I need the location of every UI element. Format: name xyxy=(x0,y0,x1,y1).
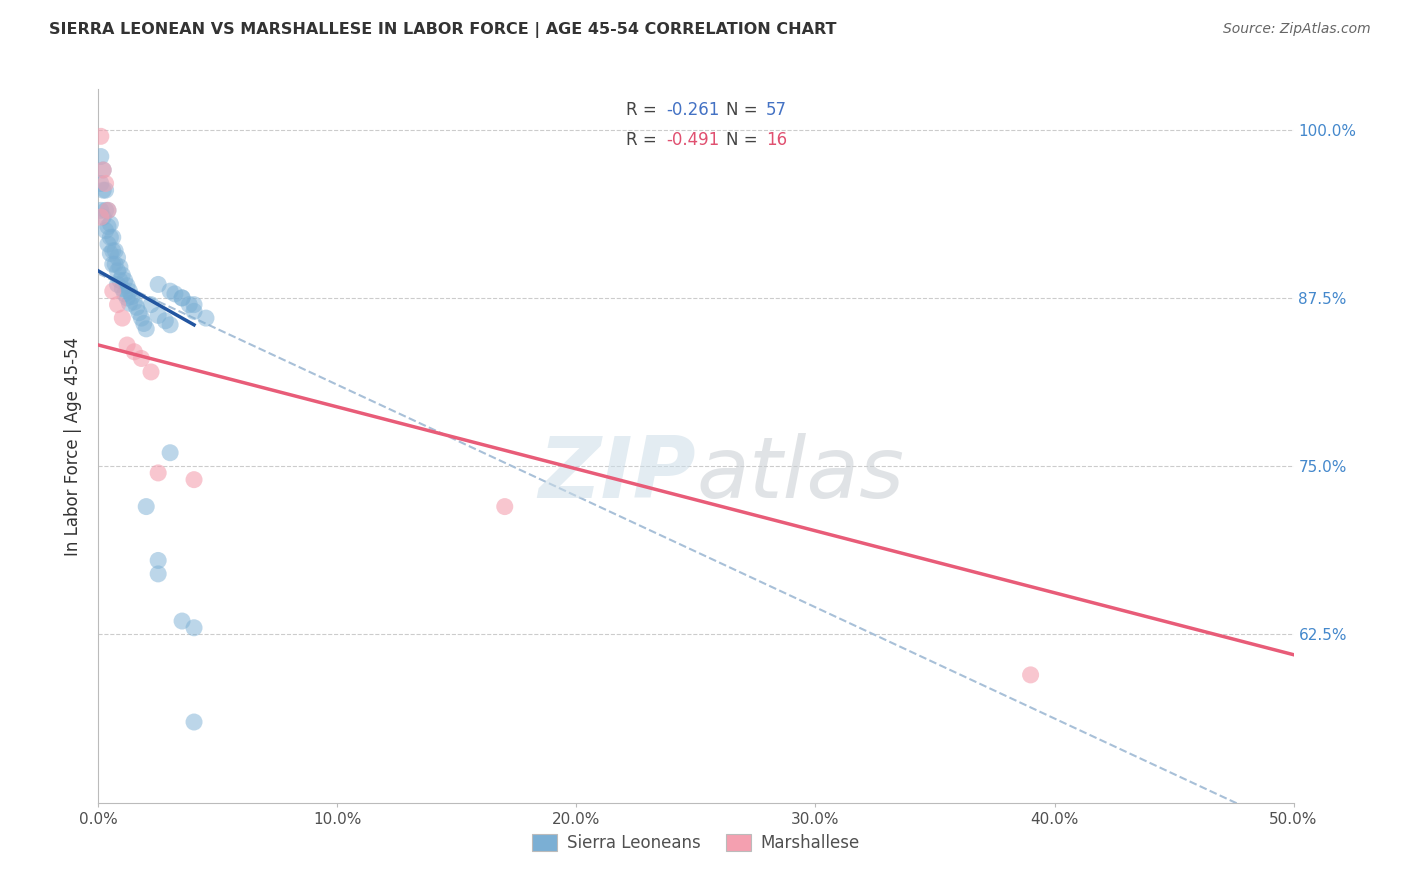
Point xyxy=(183,298,205,312)
Point xyxy=(94,203,117,218)
Point xyxy=(101,244,124,258)
Point xyxy=(107,264,129,278)
Point xyxy=(115,291,138,305)
Point xyxy=(148,309,170,323)
Text: 57: 57 xyxy=(766,101,787,119)
Point xyxy=(111,281,134,295)
Point xyxy=(114,286,136,301)
Point xyxy=(121,289,143,303)
Point xyxy=(131,351,153,366)
Point xyxy=(107,251,129,265)
Point xyxy=(494,500,516,514)
Point xyxy=(148,277,170,292)
Point xyxy=(163,286,186,301)
Point xyxy=(94,183,117,197)
Point xyxy=(98,230,122,244)
Point xyxy=(91,163,114,178)
Text: atlas: atlas xyxy=(696,433,904,516)
Point xyxy=(183,714,205,729)
Point xyxy=(104,244,127,258)
Point xyxy=(172,291,194,305)
Point xyxy=(118,284,141,298)
Point xyxy=(97,203,120,218)
Point xyxy=(128,306,150,320)
Point xyxy=(114,273,136,287)
Point xyxy=(94,223,117,237)
Point xyxy=(179,298,201,312)
Point xyxy=(101,257,124,271)
Point xyxy=(135,322,157,336)
Point xyxy=(111,268,134,282)
Point xyxy=(148,566,170,581)
Point xyxy=(183,621,205,635)
Point xyxy=(159,318,181,332)
Point xyxy=(94,177,117,191)
Point xyxy=(159,284,181,298)
Point xyxy=(107,298,129,312)
Point xyxy=(97,219,120,234)
Point xyxy=(135,500,157,514)
Point xyxy=(172,614,194,628)
Point xyxy=(131,311,153,326)
Point xyxy=(139,298,162,312)
Point xyxy=(139,365,162,379)
Point xyxy=(90,177,112,191)
Point xyxy=(115,278,138,293)
Point xyxy=(183,304,205,318)
Point xyxy=(97,203,120,218)
Point xyxy=(108,260,131,274)
Point xyxy=(101,284,124,298)
Point xyxy=(108,273,131,287)
Point xyxy=(98,217,122,231)
Text: -0.491: -0.491 xyxy=(666,131,720,149)
Point xyxy=(125,301,148,315)
Point xyxy=(195,311,218,326)
Point xyxy=(183,473,205,487)
Text: SIERRA LEONEAN VS MARSHALLESE IN LABOR FORCE | AGE 45-54 CORRELATION CHART: SIERRA LEONEAN VS MARSHALLESE IN LABOR F… xyxy=(49,22,837,38)
Point xyxy=(118,296,141,310)
Text: ZIP: ZIP xyxy=(538,433,696,516)
Text: R =: R = xyxy=(626,131,657,149)
Text: -0.261: -0.261 xyxy=(666,101,720,119)
Point xyxy=(90,149,112,163)
Point xyxy=(111,311,134,326)
Point xyxy=(159,446,181,460)
Point xyxy=(172,291,194,305)
Text: N =: N = xyxy=(725,101,758,119)
Text: Source: ZipAtlas.com: Source: ZipAtlas.com xyxy=(1223,22,1371,37)
Text: R =: R = xyxy=(626,101,657,119)
Point xyxy=(91,183,114,197)
Point xyxy=(148,466,170,480)
Text: 16: 16 xyxy=(766,131,787,149)
Point xyxy=(115,338,138,352)
Point xyxy=(124,344,146,359)
Point xyxy=(1019,668,1042,682)
Point xyxy=(90,129,112,144)
Point xyxy=(101,230,124,244)
Point xyxy=(90,203,112,218)
Point xyxy=(104,257,127,271)
Point xyxy=(148,553,170,567)
Point xyxy=(90,210,112,224)
Text: N =: N = xyxy=(725,131,758,149)
Point xyxy=(107,277,129,292)
Point xyxy=(98,246,122,260)
Legend: Sierra Leoneans, Marshallese: Sierra Leoneans, Marshallese xyxy=(526,827,866,859)
Point xyxy=(124,294,146,309)
Point xyxy=(132,317,155,331)
Point xyxy=(97,237,120,252)
Point xyxy=(91,163,114,178)
Point xyxy=(155,314,177,328)
Point xyxy=(91,210,114,224)
Y-axis label: In Labor Force | Age 45-54: In Labor Force | Age 45-54 xyxy=(65,336,83,556)
